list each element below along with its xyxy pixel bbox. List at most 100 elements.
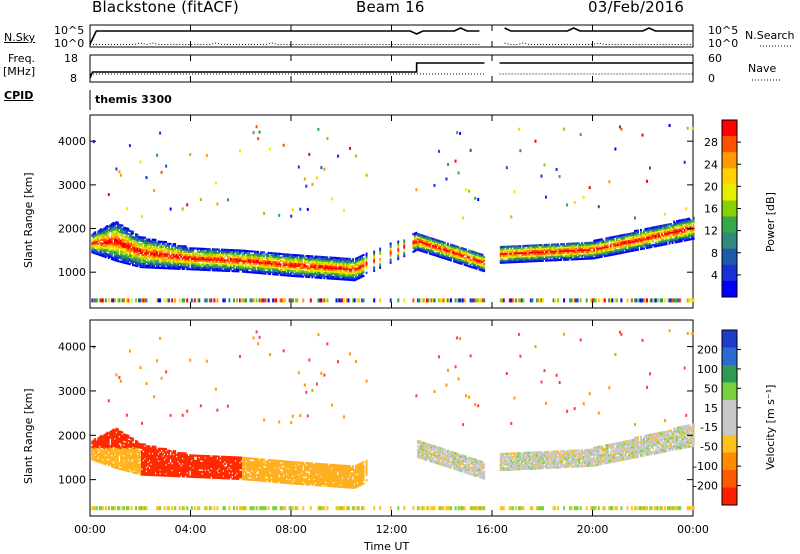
power-cell	[267, 264, 270, 267]
power-cell	[246, 253, 249, 256]
power-cell	[646, 229, 648, 232]
power-cell	[251, 260, 253, 263]
power-cell	[121, 228, 124, 231]
power-cell	[575, 245, 578, 248]
power-cell	[353, 272, 356, 275]
power-cell	[526, 253, 529, 256]
power-cell	[144, 259, 146, 262]
power-cell	[226, 198, 229, 202]
power-cell	[412, 233, 415, 236]
power-cell	[505, 256, 508, 259]
power-cell	[248, 255, 250, 258]
power-cell	[254, 252, 256, 255]
power-cell	[514, 261, 517, 264]
power-cell	[617, 238, 620, 241]
power-cell	[233, 268, 235, 271]
power-cell	[128, 252, 131, 255]
power-cell	[692, 227, 695, 230]
power-cell	[166, 298, 169, 303]
power-cell	[181, 259, 184, 262]
power-cell	[668, 237, 671, 240]
power-cell	[674, 239, 677, 242]
power-cell	[682, 224, 685, 227]
power-cell	[177, 267, 180, 270]
power-cell	[101, 242, 104, 245]
power-cell	[477, 254, 480, 257]
power-cell	[287, 255, 290, 258]
power-cell	[566, 203, 569, 207]
power-cell	[427, 250, 430, 253]
power-cell	[98, 246, 101, 249]
power-cell	[450, 245, 452, 248]
power-cell	[296, 263, 299, 266]
power-cell	[585, 252, 588, 255]
power-cell	[513, 257, 516, 260]
velocity-cell	[127, 448, 130, 451]
power-cell	[181, 253, 184, 256]
power-cell	[142, 240, 145, 243]
power-cell	[311, 260, 314, 263]
power-cell	[171, 248, 174, 251]
power-cell	[174, 262, 177, 265]
power-cell	[159, 252, 161, 255]
power-cell	[634, 231, 636, 234]
power-cell	[118, 227, 121, 230]
power-cell	[519, 260, 522, 263]
power-cell	[415, 233, 418, 236]
power-cell	[416, 233, 419, 236]
power-cell	[233, 252, 235, 255]
power-cell	[510, 261, 513, 264]
velocity-cell	[130, 437, 133, 440]
power-cell	[314, 266, 317, 269]
power-cell	[145, 257, 148, 260]
power-cell	[670, 298, 673, 303]
power-cell	[314, 269, 317, 272]
power-cell	[177, 260, 180, 263]
power-cell	[564, 255, 567, 258]
power-cell	[481, 298, 484, 303]
power-cell	[653, 245, 656, 248]
power-cell	[412, 250, 415, 253]
power-cell	[425, 251, 428, 254]
power-cell	[637, 229, 639, 232]
power-cell	[685, 207, 688, 211]
power-cell	[403, 251, 406, 254]
power-cell	[214, 248, 217, 251]
power-cell	[508, 257, 511, 260]
velocity-cell	[118, 430, 121, 433]
power-cell	[132, 232, 134, 235]
power-cell	[579, 298, 582, 303]
power-cell	[125, 230, 128, 233]
power-cell	[202, 263, 205, 266]
power-cell	[676, 232, 679, 235]
power-cell	[297, 264, 300, 267]
power-cell	[359, 264, 362, 267]
power-cell	[109, 224, 112, 227]
velocity-cell	[94, 459, 97, 462]
power-cell	[142, 254, 145, 257]
power-cell	[454, 259, 457, 262]
power-cell	[677, 219, 680, 222]
power-cell	[543, 252, 546, 255]
power-cell	[115, 240, 118, 243]
power-cell	[676, 239, 679, 242]
power-cell	[389, 244, 392, 247]
power-cell	[623, 240, 626, 243]
power-cell	[139, 239, 142, 242]
power-cell	[600, 254, 603, 257]
power-cell	[324, 268, 327, 271]
power-cell	[110, 256, 113, 259]
power-cell	[211, 251, 214, 254]
power-cell	[245, 267, 247, 270]
power-cell	[582, 252, 585, 255]
power-cell	[118, 244, 121, 247]
power-cell	[95, 238, 98, 241]
power-cell	[413, 241, 416, 244]
power-cell	[132, 241, 134, 244]
velocity-cell	[132, 462, 134, 465]
power-cell	[465, 252, 467, 255]
power-cell	[276, 266, 279, 269]
power-cell	[190, 259, 193, 262]
power-cell	[640, 241, 642, 244]
power-cell	[257, 252, 259, 255]
